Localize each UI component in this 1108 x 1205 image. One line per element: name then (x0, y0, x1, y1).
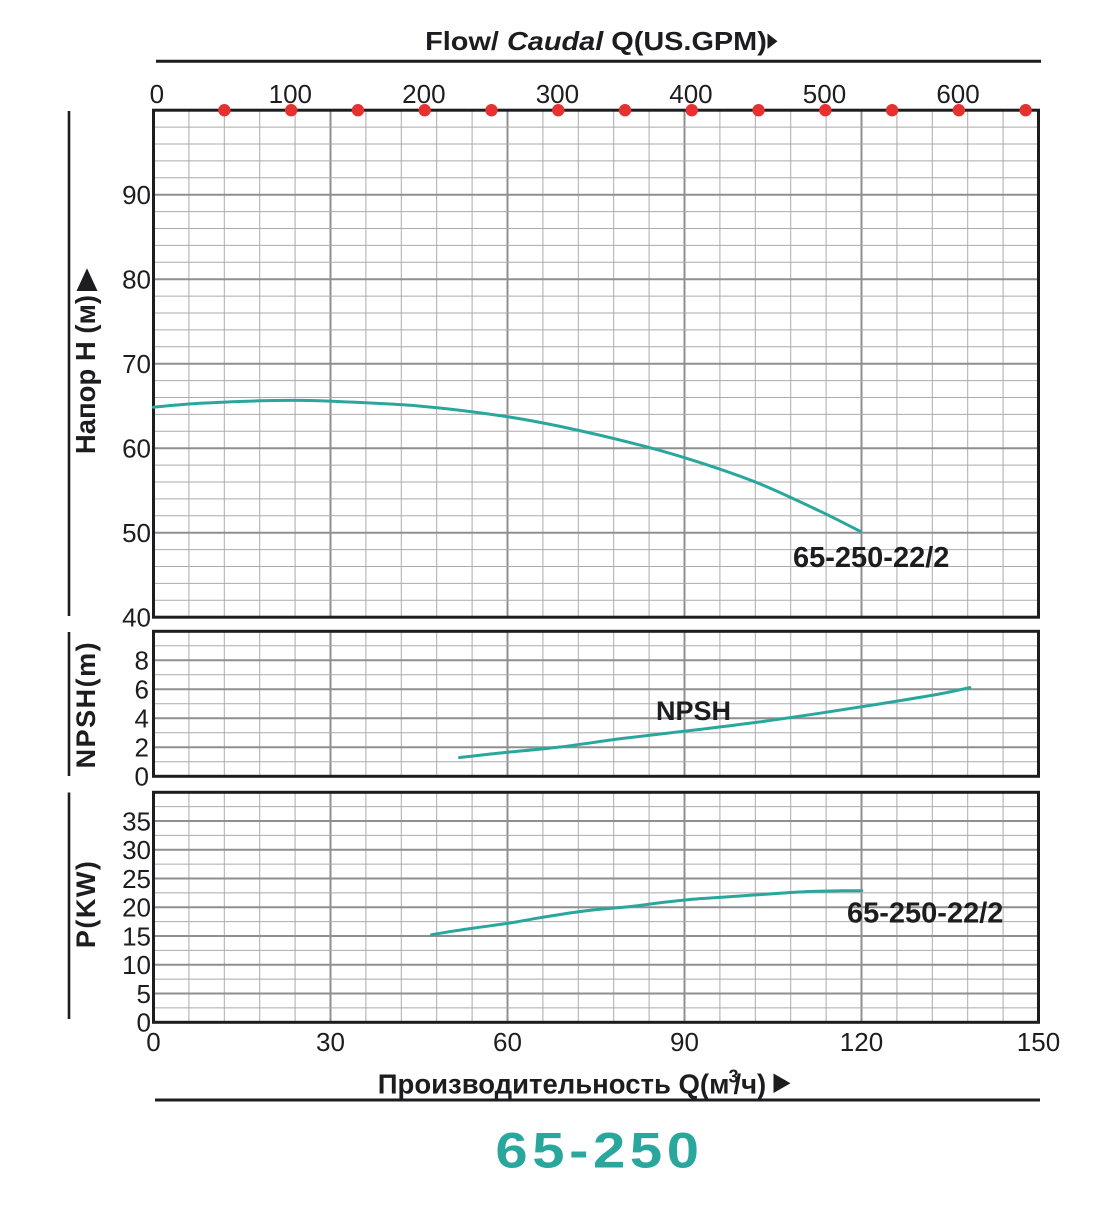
svg-text:65-250-22/2: 65-250-22/2 (847, 898, 1003, 930)
svg-text:4: 4 (135, 704, 149, 734)
svg-text:60: 60 (493, 1027, 522, 1057)
svg-text:70: 70 (122, 349, 151, 379)
svg-text:300: 300 (536, 79, 579, 109)
svg-text:100: 100 (269, 79, 312, 109)
svg-text:25: 25 (122, 864, 151, 894)
svg-text:80: 80 (122, 265, 151, 295)
svg-text:500: 500 (803, 79, 846, 109)
svg-text:0: 0 (150, 79, 164, 109)
svg-text:NPSH(m): NPSH(m) (71, 641, 101, 769)
svg-text:0: 0 (135, 762, 149, 792)
svg-text:30: 30 (122, 835, 151, 865)
svg-text:6: 6 (135, 675, 149, 705)
svg-text:20: 20 (122, 893, 151, 923)
svg-text:600: 600 (936, 79, 979, 109)
svg-text:5: 5 (137, 979, 151, 1009)
svg-text:2: 2 (135, 733, 149, 763)
svg-text:90: 90 (122, 180, 151, 210)
svg-text:Производительность Q(м3/ч): Производительность Q(м3/ч) (378, 1066, 766, 1099)
svg-text:0: 0 (146, 1027, 160, 1057)
svg-text:15: 15 (122, 921, 151, 951)
svg-text:150: 150 (1017, 1027, 1060, 1057)
svg-text:200: 200 (402, 79, 445, 109)
svg-text:120: 120 (840, 1027, 883, 1057)
svg-text:35: 35 (122, 806, 151, 836)
svg-text:30: 30 (316, 1027, 345, 1057)
svg-text:10: 10 (122, 950, 151, 980)
svg-text:65-250-22/2: 65-250-22/2 (793, 542, 949, 574)
svg-text:60: 60 (122, 434, 151, 464)
svg-text:40: 40 (122, 603, 151, 633)
svg-text:NPSH: NPSH (656, 696, 731, 726)
svg-text:P(KW): P(KW) (71, 860, 101, 948)
svg-text:50: 50 (122, 518, 151, 548)
svg-text:400: 400 (669, 79, 712, 109)
svg-text:65-250: 65-250 (495, 1123, 703, 1178)
svg-text:90: 90 (670, 1027, 699, 1057)
svg-text:8: 8 (135, 646, 149, 676)
svg-text:Напор H (м): Напор H (м) (70, 295, 101, 454)
svg-text:Flow/ Caudal Q(US.GPM): Flow/ Caudal Q(US.GPM) (425, 27, 767, 56)
svg-text:0: 0 (137, 1008, 151, 1038)
